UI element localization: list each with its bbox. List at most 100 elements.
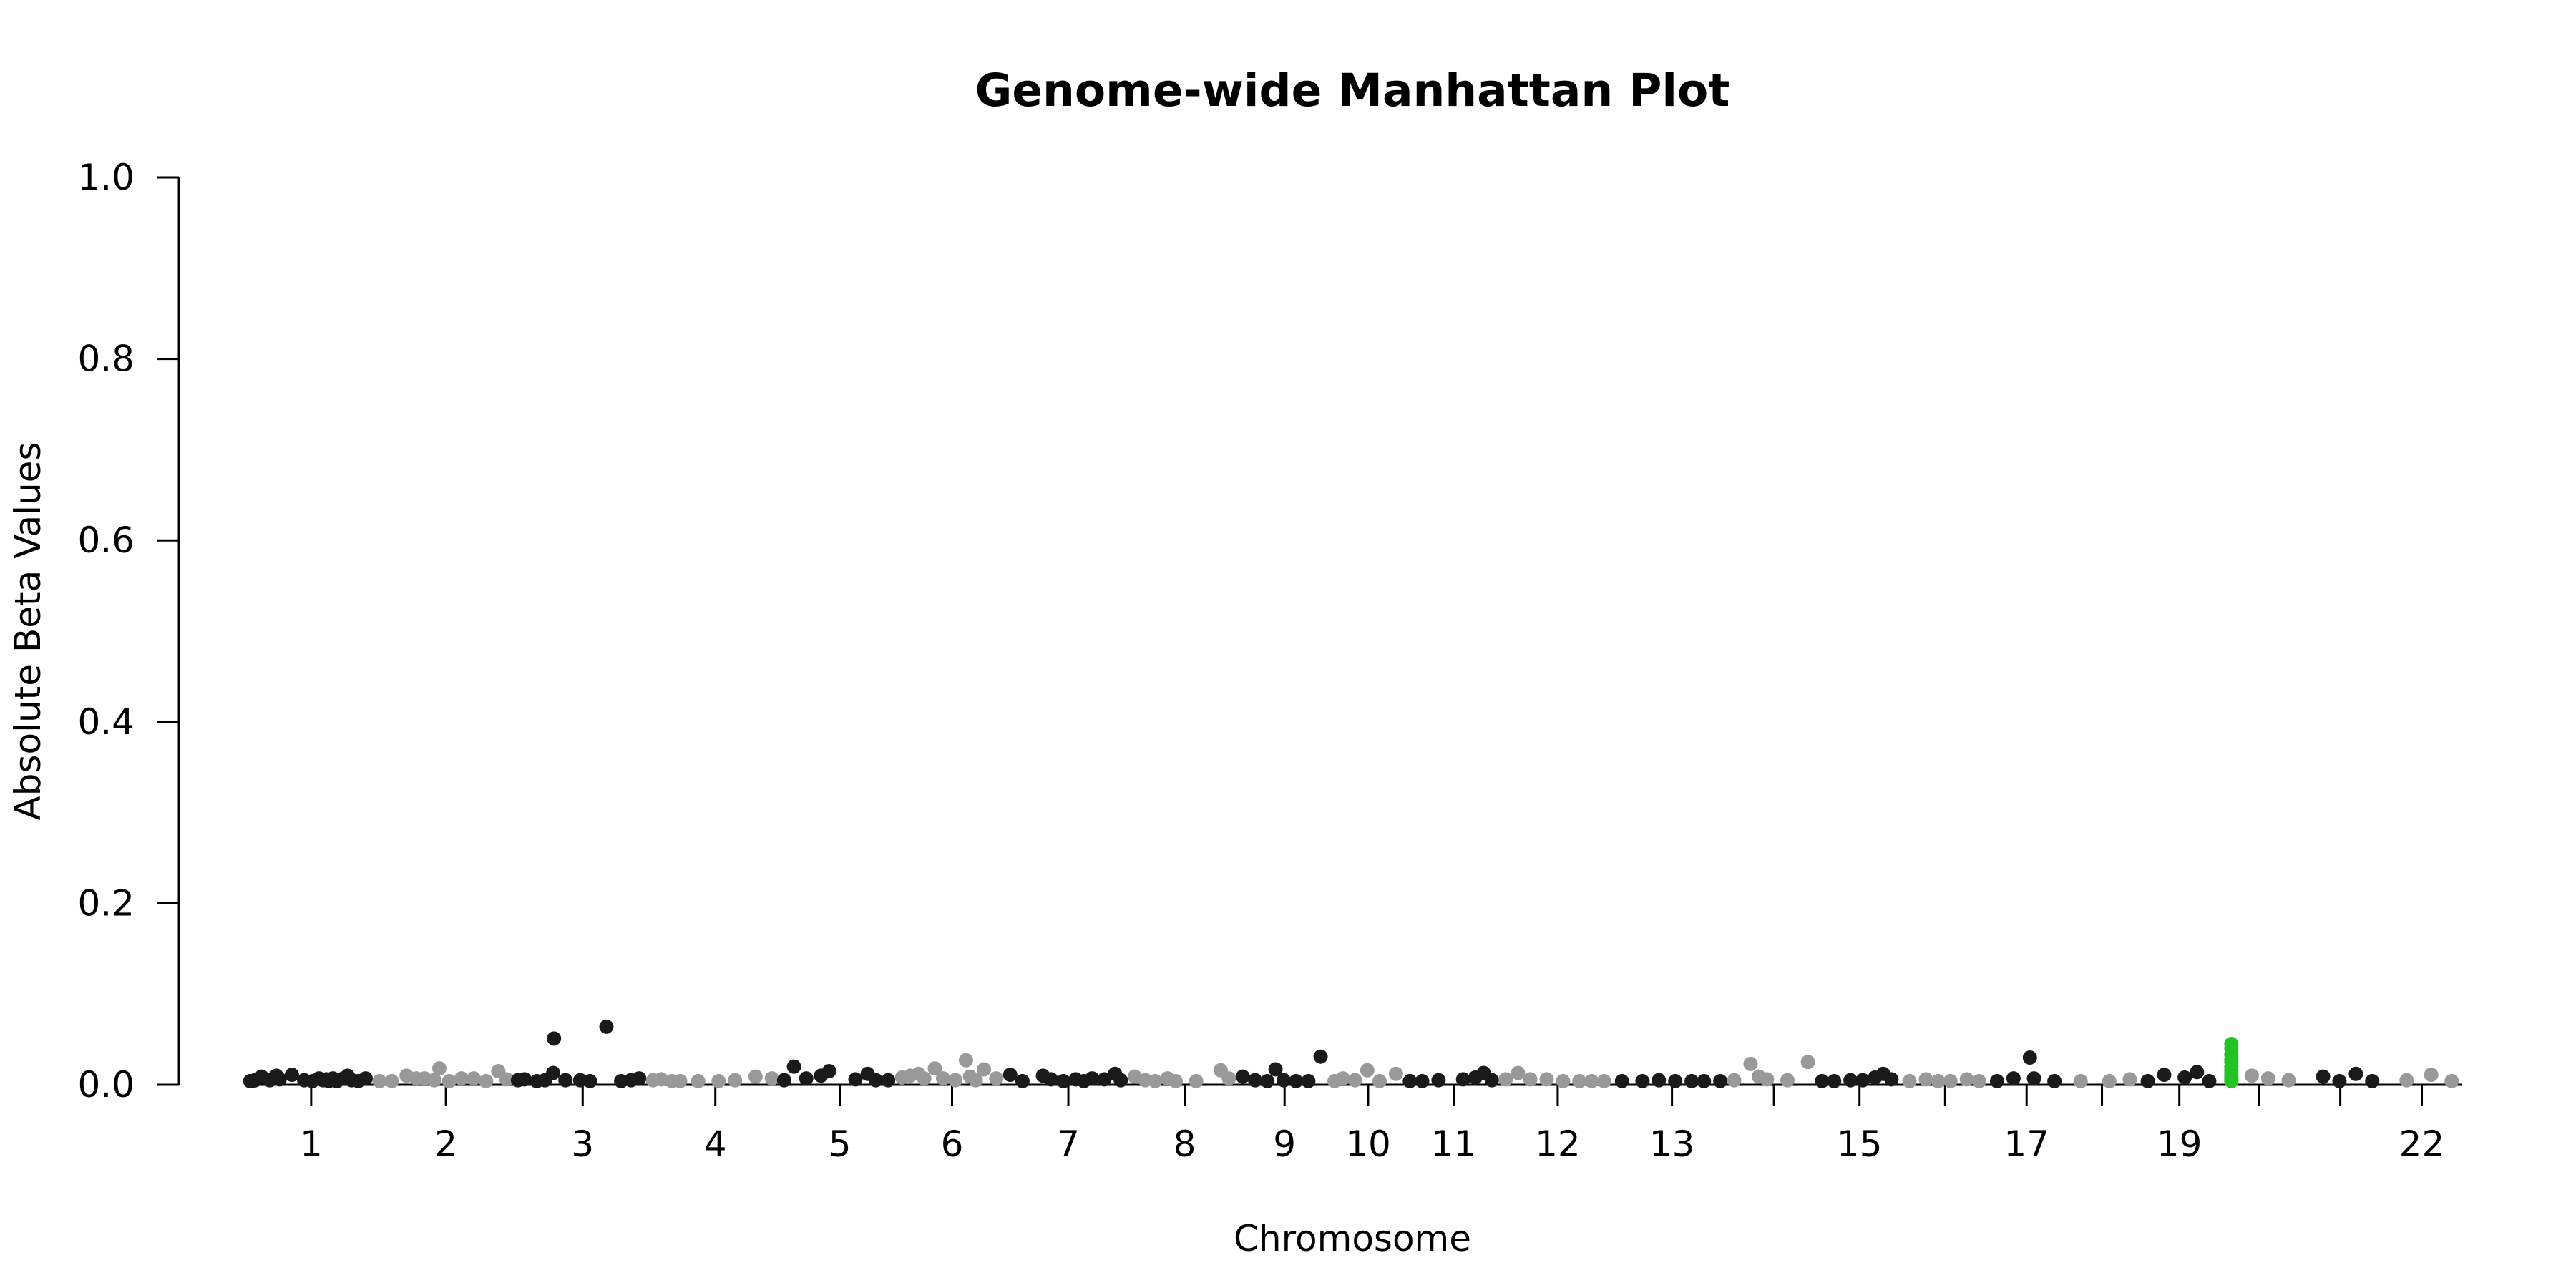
data-point bbox=[1260, 1073, 1275, 1088]
x-tick-label: 19 bbox=[2157, 1123, 2202, 1165]
data-point bbox=[654, 1072, 669, 1087]
data-point bbox=[1584, 1073, 1599, 1088]
data-point bbox=[917, 1071, 932, 1086]
x-tick-label: 12 bbox=[1535, 1123, 1581, 1165]
x-tick-label: 4 bbox=[704, 1123, 727, 1165]
data-point bbox=[1614, 1073, 1629, 1088]
data-point bbox=[786, 1059, 801, 1074]
data-point bbox=[968, 1073, 983, 1088]
data-point bbox=[1002, 1068, 1018, 1083]
data-point bbox=[2202, 1073, 2217, 1088]
data-point bbox=[441, 1073, 457, 1088]
y-tick-label: 0.0 bbox=[77, 1064, 135, 1106]
data-point bbox=[1431, 1073, 1446, 1088]
data-point bbox=[1248, 1073, 1263, 1088]
data-point bbox=[1971, 1073, 1986, 1088]
data-point bbox=[989, 1071, 1004, 1086]
data-point bbox=[1760, 1072, 1775, 1087]
data-point bbox=[1498, 1072, 1513, 1087]
data-point bbox=[1015, 1073, 1030, 1088]
data-point bbox=[799, 1071, 814, 1086]
data-point bbox=[1056, 1073, 1071, 1088]
data-point bbox=[776, 1073, 791, 1088]
x-tick-label: 3 bbox=[571, 1123, 594, 1165]
data-point bbox=[2047, 1073, 2062, 1088]
data-point bbox=[2365, 1073, 2380, 1088]
data-point bbox=[691, 1073, 706, 1088]
data-point bbox=[547, 1031, 562, 1046]
data-point bbox=[1902, 1073, 1917, 1088]
x-tick-label: 7 bbox=[1057, 1123, 1080, 1165]
data-point bbox=[1743, 1056, 1758, 1071]
data-point bbox=[2444, 1073, 2459, 1088]
data-point bbox=[454, 1071, 469, 1086]
y-tick-label: 0.4 bbox=[77, 701, 135, 743]
data-point bbox=[272, 1072, 287, 1087]
data-point bbox=[848, 1072, 863, 1087]
data-point bbox=[2332, 1073, 2347, 1088]
data-point bbox=[1780, 1073, 1795, 1088]
data-point bbox=[1301, 1073, 1316, 1088]
data-point bbox=[2073, 1073, 2088, 1088]
data-point bbox=[2102, 1073, 2117, 1088]
data-point bbox=[1289, 1073, 1304, 1088]
data-point bbox=[958, 1053, 973, 1068]
data-point bbox=[2177, 1070, 2192, 1085]
x-tick-label: 17 bbox=[2004, 1123, 2049, 1165]
x-tick-label: 8 bbox=[1174, 1123, 1196, 1165]
data-point bbox=[935, 1071, 950, 1086]
data-point bbox=[1843, 1073, 1858, 1088]
data-point bbox=[927, 1061, 942, 1076]
data-point bbox=[1556, 1073, 1571, 1088]
data-point bbox=[2026, 1071, 2041, 1086]
data-point bbox=[1347, 1073, 1362, 1088]
x-axis: 1 2 3 4 5 6 7 8 9 10 11 12 13 15 17 19 22 bbox=[247, 1083, 2462, 1165]
data-point bbox=[2122, 1072, 2137, 1087]
data-point bbox=[728, 1073, 743, 1088]
x-tick-label: 2 bbox=[434, 1123, 457, 1165]
x-tick-label: 15 bbox=[1837, 1123, 1883, 1165]
x-tick-label: 9 bbox=[1273, 1123, 1296, 1165]
data-point bbox=[1221, 1071, 1236, 1086]
data-point bbox=[1827, 1073, 1842, 1088]
data-point bbox=[1189, 1073, 1204, 1088]
data-point bbox=[869, 1073, 884, 1088]
data-point bbox=[977, 1062, 992, 1077]
y-tick-label: 0.2 bbox=[77, 882, 135, 924]
data-point bbox=[1097, 1072, 1112, 1087]
x-tick-label: 1 bbox=[300, 1123, 323, 1165]
data-point bbox=[1635, 1073, 1650, 1088]
data-point bbox=[1727, 1073, 1742, 1088]
data-point bbox=[1652, 1073, 1667, 1088]
data-point bbox=[1372, 1073, 1387, 1088]
data-point bbox=[1572, 1073, 1587, 1088]
data-point bbox=[582, 1073, 597, 1088]
data-point bbox=[1455, 1072, 1470, 1087]
data-point bbox=[599, 1019, 614, 1034]
data-point bbox=[499, 1072, 514, 1087]
data-point bbox=[1148, 1073, 1163, 1088]
data-point bbox=[1415, 1073, 1430, 1088]
data-point bbox=[479, 1073, 494, 1088]
data-point bbox=[1815, 1073, 1830, 1088]
data-point bbox=[384, 1073, 399, 1088]
data-point bbox=[2190, 1065, 2205, 1080]
data-point bbox=[1697, 1073, 1712, 1088]
x-tick-label: 6 bbox=[941, 1123, 964, 1165]
data-point bbox=[427, 1073, 442, 1088]
data-point bbox=[1990, 1073, 2005, 1088]
data-point bbox=[1113, 1073, 1128, 1088]
data-points bbox=[243, 1019, 2459, 1088]
x-tick-label: 5 bbox=[829, 1123, 852, 1165]
data-point bbox=[1277, 1073, 1292, 1088]
chart-title: Genome-wide Manhattan Plot bbox=[975, 64, 1730, 117]
data-point bbox=[1388, 1066, 1403, 1081]
y-axis-label: Absolute Beta Values bbox=[7, 442, 49, 821]
data-point bbox=[467, 1071, 482, 1086]
x-tick-label: 10 bbox=[1345, 1123, 1391, 1165]
data-point bbox=[1313, 1049, 1328, 1064]
data-point bbox=[1523, 1072, 1538, 1087]
data-point bbox=[1713, 1073, 1728, 1088]
